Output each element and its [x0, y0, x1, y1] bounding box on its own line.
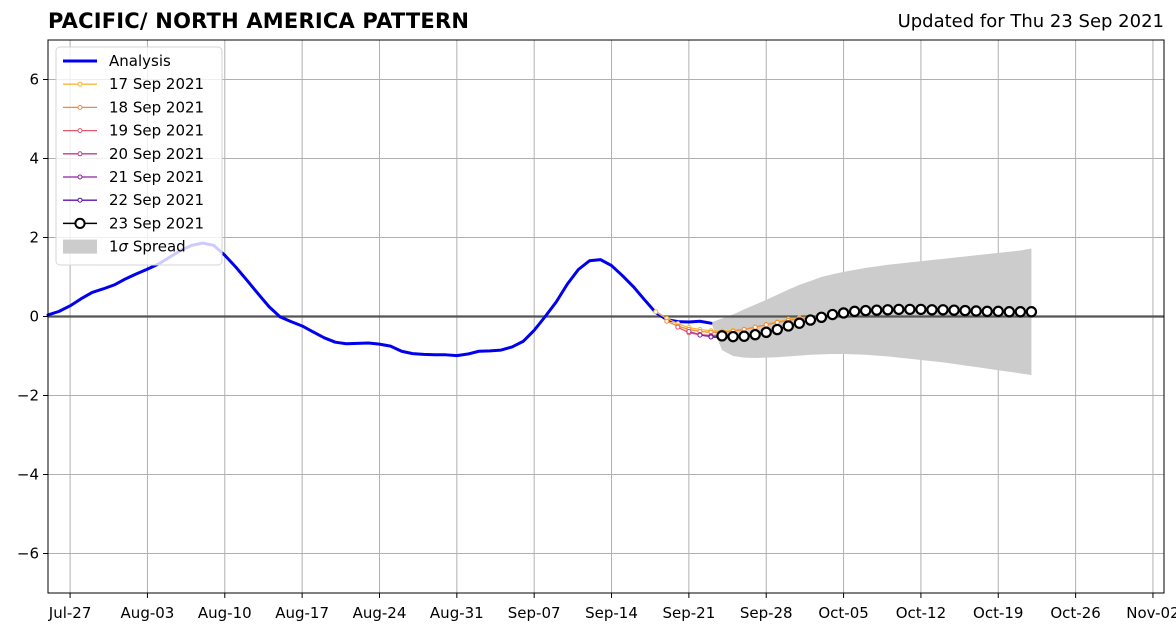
- forecast-point: [793, 317, 806, 329]
- x-tick-label: Sep-21: [662, 604, 715, 622]
- legend-item: 19 Sep 2021: [63, 122, 204, 140]
- x-tick-label: Oct-19: [973, 604, 1023, 622]
- y-tick-label: 4: [29, 150, 39, 168]
- forecast-point: [686, 329, 692, 335]
- forecast-point: [937, 304, 949, 316]
- forecast-point: [697, 332, 703, 338]
- legend-swatch-marker: [77, 197, 83, 203]
- forecast-point: [804, 314, 817, 326]
- x-tick-label: Aug-03: [121, 604, 175, 622]
- y-tick-label: 0: [29, 308, 39, 326]
- legend-swatch-marker: [77, 128, 83, 134]
- legend-spread-prefix: 1: [109, 238, 119, 256]
- legend-label: 20 Sep 2021: [109, 145, 204, 163]
- legend-label: 22 Sep 2021: [109, 191, 204, 209]
- chart-title: PACIFIC/ NORTH AMERICA PATTERN: [48, 9, 470, 33]
- forecast-point: [959, 304, 971, 317]
- forecast-point: [774, 319, 780, 325]
- x-tick-label: Aug-10: [198, 604, 252, 622]
- x-tick-label: Aug-31: [430, 604, 484, 622]
- x-tick-label: Nov-02: [1126, 604, 1176, 622]
- legend-label: 23 Sep 2021: [109, 214, 204, 232]
- forecast-point: [859, 304, 872, 317]
- y-tick-label: −2: [17, 387, 39, 405]
- forecast-point: [837, 307, 850, 319]
- forecast-point: [664, 318, 670, 324]
- legend-label: Analysis: [109, 52, 171, 70]
- x-tick-label: Jul-27: [48, 604, 92, 622]
- forecast-point: [749, 328, 761, 341]
- x-tick-label: Oct-12: [896, 604, 946, 622]
- legend-box: [55, 46, 223, 266]
- legend-label: 17 Sep 2021: [109, 75, 204, 93]
- legend-item: 17 Sep 2021: [63, 75, 204, 93]
- y-tick-label: 2: [29, 229, 39, 247]
- forecast-point: [1014, 306, 1027, 318]
- legend-item: Analysis: [63, 52, 171, 70]
- legend-item: 22 Sep 2021: [63, 191, 204, 209]
- y-tick-label: −6: [17, 545, 39, 563]
- legend-item: 20 Sep 2021: [63, 145, 204, 163]
- forecast-point: [826, 308, 839, 321]
- legend-item: 18 Sep 2021: [63, 98, 204, 116]
- legend-item: 23 Sep 2021: [63, 214, 204, 232]
- forecast-series: [653, 303, 1038, 343]
- forecast-point: [871, 304, 883, 316]
- y-tick-label: −4: [17, 466, 39, 484]
- legend-swatch-marker: [77, 174, 83, 180]
- forecast-point: [1003, 306, 1016, 318]
- legend-spread-sigma: σ: [119, 238, 129, 256]
- forecast-point: [882, 304, 894, 316]
- legend-label: 19 Sep 2021: [109, 122, 204, 140]
- legend-swatch-marker: [77, 151, 83, 157]
- forecast-point: [948, 304, 960, 316]
- legend: Analysis 17 Sep 2021 18 Sep 2021 19 Sep 202…: [55, 46, 223, 266]
- legend-spread-suffix: Spread: [128, 238, 186, 256]
- x-tick-label: Oct-05: [818, 604, 868, 622]
- forecast-point: [763, 322, 769, 328]
- legend-label: 18 Sep 2021: [109, 98, 204, 116]
- forecast-point: [981, 305, 993, 318]
- forecast-point: [926, 304, 938, 316]
- forecast-point: [675, 324, 681, 330]
- legend-swatch-marker: [77, 81, 83, 87]
- x-tick-label: Oct-26: [1050, 604, 1100, 622]
- x-tick-label: Aug-24: [353, 604, 407, 622]
- legend-item: 21 Sep 2021: [63, 168, 204, 186]
- axes: Jul-27 Aug-03 Aug-10 Aug-17 Aug-24 Aug-31 Sep-…: [17, 71, 1176, 623]
- forecast-point: [727, 330, 739, 343]
- legend-label: 1σ Spread: [109, 238, 186, 256]
- legend-label: 21 Sep 2021: [109, 168, 204, 186]
- legend-swatch-marker: [77, 104, 83, 110]
- updated-date-label: Updated for Thu 23 Sep 2021: [897, 11, 1164, 32]
- forecast-point: [904, 303, 916, 316]
- x-tick-label: Aug-17: [275, 604, 329, 622]
- forecast-point: [716, 330, 728, 342]
- forecast-point: [708, 334, 714, 340]
- forecast-point: [893, 303, 905, 316]
- forecast-point: [815, 311, 828, 323]
- legend-swatch-marker: [74, 217, 86, 229]
- forecast-series-6: [716, 303, 1038, 343]
- forecast-point: [771, 323, 783, 336]
- forecast-point: [848, 305, 861, 318]
- forecast-point: [915, 303, 927, 316]
- forecast-point: [1025, 306, 1038, 318]
- forecast-point: [760, 326, 772, 338]
- forecast-point: [738, 330, 750, 342]
- y-tick-label: 6: [29, 71, 39, 89]
- forecast-point: [752, 324, 758, 330]
- x-tick-label: Sep-14: [585, 604, 638, 622]
- x-tick-label: Sep-07: [508, 604, 561, 622]
- forecast-point: [992, 305, 1004, 318]
- forecast-point: [782, 320, 795, 332]
- legend-swatch-area: [63, 239, 97, 254]
- legend-item: 1σ Spread: [63, 238, 186, 256]
- forecast-point: [970, 305, 982, 317]
- forecast-point: [653, 309, 659, 315]
- x-tick-label: Sep-28: [740, 604, 793, 622]
